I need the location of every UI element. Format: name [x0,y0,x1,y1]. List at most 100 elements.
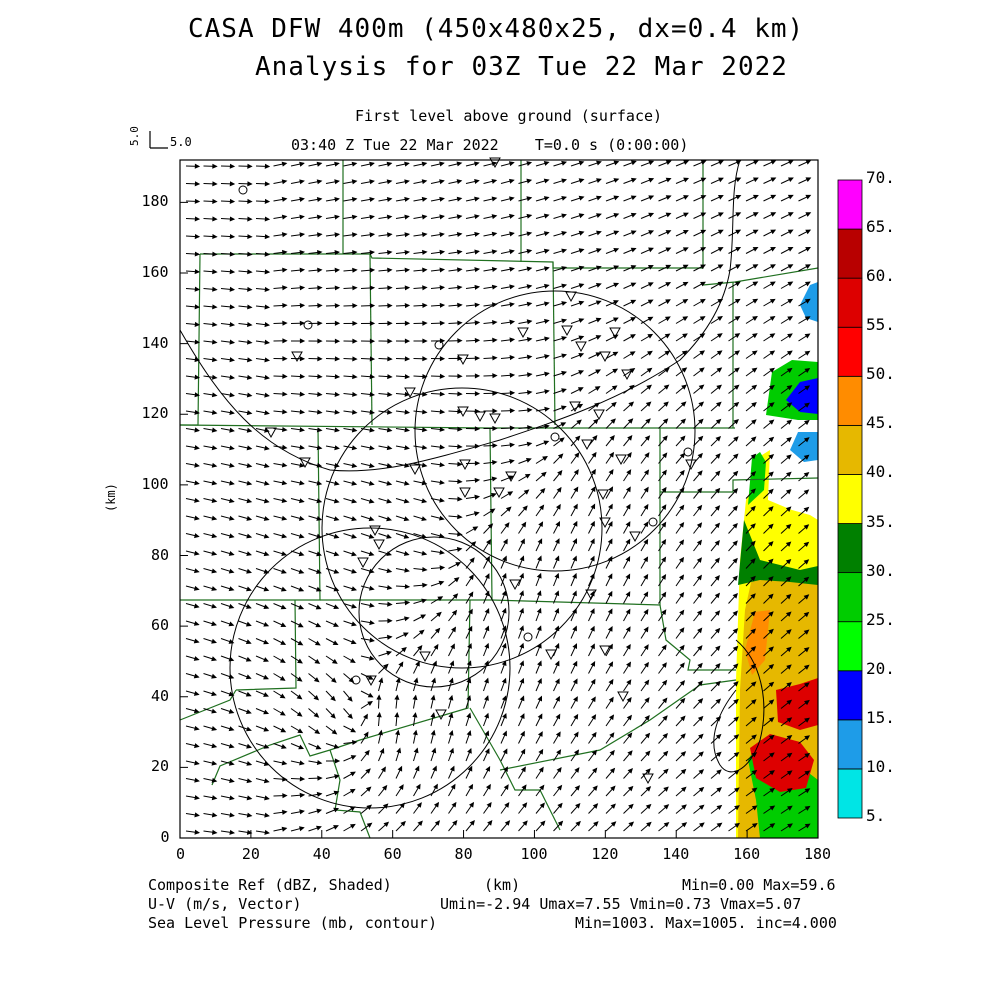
wind-vector [535,713,543,727]
wind-vector [693,367,705,377]
wind-vector [220,568,235,574]
wind-vector [570,283,585,289]
wind-vector [290,568,305,574]
wind-vector [483,783,491,797]
wind-vector [675,384,687,394]
wind-vector [745,229,759,237]
wind-vector [675,521,685,534]
wind-vector [238,304,253,310]
wind-vector [290,690,303,700]
wind-vector [395,632,409,639]
wind-vector [535,371,550,377]
wind-vector [273,161,288,167]
wind-vector [273,427,288,433]
wind-vector [500,538,508,552]
wind-vector [553,178,567,184]
wind-vector [518,538,525,552]
wind-vector [343,771,356,779]
wind-vector [220,743,235,749]
wind-vector [570,178,585,184]
wind-vector [640,316,654,324]
wind-vector [308,708,320,718]
wind-vector [675,281,689,289]
wind-vector [675,487,685,499]
wind-vector [238,181,253,187]
wind-vector [553,248,568,254]
wind-vector [570,660,578,674]
wind-vector [483,573,490,587]
wind-vector [465,249,480,255]
wind-vector [658,715,668,727]
wind-vector [273,550,287,557]
wind-vector [273,603,287,610]
wind-vector [448,660,455,674]
wind-vector [623,401,635,412]
wind-vector [710,592,721,604]
colorbar-swatch [837,277,863,328]
wind-vector [658,367,670,377]
wind-vector [308,445,323,451]
wind-vector [465,712,472,727]
wind-vector [360,673,374,680]
wind-vector [640,750,651,762]
wind-vector [728,540,738,552]
wind-vector [553,802,563,814]
wind-vector [553,820,564,832]
wind-vector [588,503,596,517]
wind-vector [745,471,757,482]
subtitle-time: 03:40 Z Tue 22 Mar 2022 T=0.0 s (0:00:00… [291,136,689,154]
wind-vector [203,445,218,451]
wind-vector [325,550,340,557]
wind-vector [500,820,511,832]
wind-vector [605,195,620,202]
wind-vector [273,809,288,815]
wind-vector [588,230,602,237]
wind-vector [745,540,756,552]
wind-vector [623,750,633,762]
wind-vector [500,355,516,361]
wind-vector [710,194,724,202]
wind-vector [658,804,670,814]
wind-vector [553,453,564,464]
wind-vector [518,441,533,447]
wind-vector [745,823,758,832]
wind-vector [203,480,218,486]
wind-vector [640,195,655,202]
wind-vector [378,356,393,362]
wind-vector [255,181,271,187]
wind-vector [605,451,615,464]
wind-vector [413,196,428,202]
wind-vector [273,320,288,326]
wind-vector [273,232,288,238]
wind-vector [710,645,721,657]
wind-vector [710,487,721,499]
wind-vector [780,717,793,727]
footer-left-line-1: Composite Ref (dBZ, Shaded) [148,876,392,894]
wind-vector [728,505,738,517]
wind-vector [693,804,705,814]
wind-vector [605,282,620,289]
wind-vector [290,655,303,664]
wind-vector [710,505,721,517]
wind-vector [535,196,550,202]
wind-vector [185,743,200,749]
wind-vector [780,682,792,692]
wind-vector [745,316,758,324]
wind-vector [798,611,810,622]
wind-vector [710,247,724,254]
wind-vector [588,538,595,552]
wind-vector [203,620,217,627]
x-tick-label: 80 [454,845,473,863]
wind-vector [728,769,740,779]
wind-vector [518,489,530,499]
wind-vector [675,469,685,482]
wind-vector [308,161,323,167]
wind-vector [483,231,498,237]
wind-vector [360,786,372,797]
wind-vector [675,367,688,377]
wind-vector [780,593,792,604]
wind-vector [325,249,341,256]
wind-vector [483,820,493,832]
wind-vector [658,333,671,342]
wind-vector [413,515,427,522]
